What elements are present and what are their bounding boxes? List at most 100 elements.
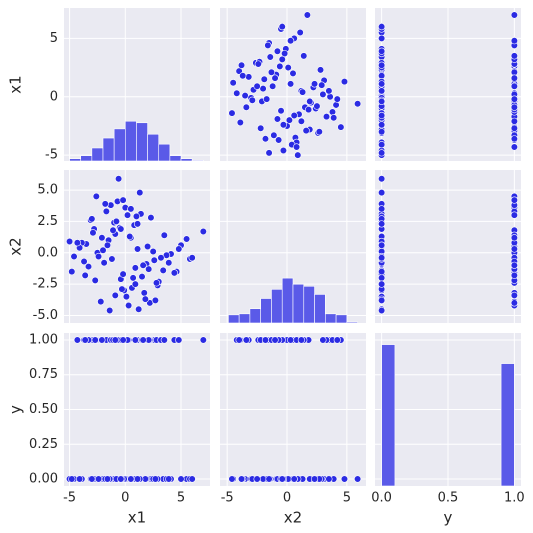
- panel: [375, 8, 521, 161]
- scatter-point: [510, 291, 518, 300]
- y-axis-label: x2: [7, 237, 25, 255]
- scatter-point: [94, 475, 103, 483]
- scatter-point: [378, 274, 386, 282]
- scatter-point: [378, 23, 386, 31]
- scatter-point: [139, 336, 147, 344]
- scatter-point: [253, 475, 261, 483]
- scatter-point: [287, 37, 295, 45]
- scatter-point: [140, 289, 148, 297]
- x-tick-label: -5: [221, 491, 234, 506]
- scatter-point: [510, 135, 518, 143]
- scatter-point: [333, 95, 341, 103]
- scatter-point: [257, 124, 265, 132]
- y-tick-label: 0.50: [29, 402, 58, 417]
- scatter-point: [303, 11, 311, 19]
- scatter-point: [99, 246, 107, 254]
- scatter-point: [98, 234, 106, 242]
- histogram-bar: [91, 147, 104, 162]
- scatter-point: [265, 149, 273, 157]
- scatter-point: [138, 272, 146, 281]
- scatter-point: [129, 274, 137, 282]
- y-tick-label: 0.0: [37, 245, 58, 260]
- scatter-point: [284, 63, 292, 72]
- scatter-point: [510, 143, 518, 151]
- scatter-point: [175, 336, 183, 344]
- scatter-point: [152, 279, 161, 287]
- scatter-point: [242, 103, 250, 111]
- scatter-point: [378, 128, 386, 136]
- scatter-point: [170, 269, 178, 277]
- histogram-bar: [136, 122, 148, 162]
- panel: [220, 8, 366, 161]
- scatter-point: [100, 259, 108, 267]
- scatter-point: [73, 336, 81, 344]
- y-tick-label: 5.0: [37, 183, 58, 198]
- scatter-point: [80, 257, 88, 266]
- scatter-point: [131, 280, 139, 288]
- scatter-point: [306, 97, 314, 106]
- x-tick-label: 5: [343, 491, 351, 506]
- y-tick-label: 0: [50, 89, 58, 104]
- scatter-point: [278, 475, 286, 483]
- scatter-point: [91, 336, 99, 344]
- scatter-point: [245, 73, 253, 81]
- scatter-point: [266, 53, 274, 61]
- panel: [64, 333, 210, 486]
- scatter-point: [510, 37, 518, 45]
- panel: [220, 333, 366, 486]
- scatter-point: [316, 66, 325, 74]
- scatter-point: [510, 124, 518, 132]
- scatter-point: [119, 270, 127, 278]
- scatter-point: [109, 226, 117, 234]
- y-tick-label: 0.00: [29, 472, 58, 487]
- scatter-point: [269, 82, 277, 90]
- scatter-point: [133, 220, 142, 228]
- scatter-point: [88, 215, 96, 223]
- scatter-point: [325, 87, 333, 95]
- scatter-point: [241, 91, 249, 100]
- scatter-point: [94, 252, 103, 261]
- scatter-point: [315, 128, 323, 136]
- scatter-point: [123, 211, 132, 219]
- scatter-point: [354, 100, 362, 108]
- scatter-point: [165, 259, 173, 267]
- scatter-point: [263, 95, 271, 103]
- histogram-bar: [271, 289, 283, 324]
- histogram-bar: [335, 314, 348, 324]
- scatter-point: [259, 84, 267, 93]
- histogram-bar: [180, 158, 193, 162]
- scatter-point: [147, 214, 155, 222]
- x-tick-label: 0.0: [371, 491, 392, 506]
- histogram-bar: [102, 137, 115, 162]
- histogram-bar: [281, 277, 294, 324]
- scatter-point: [304, 106, 313, 114]
- scatter-point: [287, 336, 295, 344]
- scatter-point: [296, 28, 304, 37]
- panel: [64, 8, 210, 162]
- scatter-point: [378, 254, 386, 262]
- x-tick-label: 1.0: [504, 491, 525, 506]
- histogram-bar: [80, 155, 93, 162]
- scatter-point: [89, 229, 97, 237]
- scatter-point: [177, 475, 185, 483]
- x-tick-label: 0: [121, 491, 129, 506]
- scatter-point: [297, 117, 305, 125]
- scatter-point: [289, 69, 297, 78]
- histogram-bar: [191, 159, 204, 162]
- scatter-point: [297, 336, 305, 344]
- scatter-point: [119, 196, 127, 204]
- x-axis-label: x2: [284, 509, 302, 527]
- scatter-point: [131, 264, 139, 272]
- scatter-point: [285, 116, 294, 124]
- scatter-point: [235, 336, 243, 344]
- scatter-point: [273, 115, 282, 123]
- scatter-point: [188, 475, 196, 483]
- histogram-bar: [169, 155, 182, 162]
- scatter-point: [135, 305, 143, 313]
- scatter-point: [510, 271, 518, 279]
- y-tick-label: 0.75: [29, 367, 58, 382]
- scatter-point: [127, 475, 135, 483]
- scatter-point: [233, 89, 241, 97]
- scatter-point: [378, 111, 386, 120]
